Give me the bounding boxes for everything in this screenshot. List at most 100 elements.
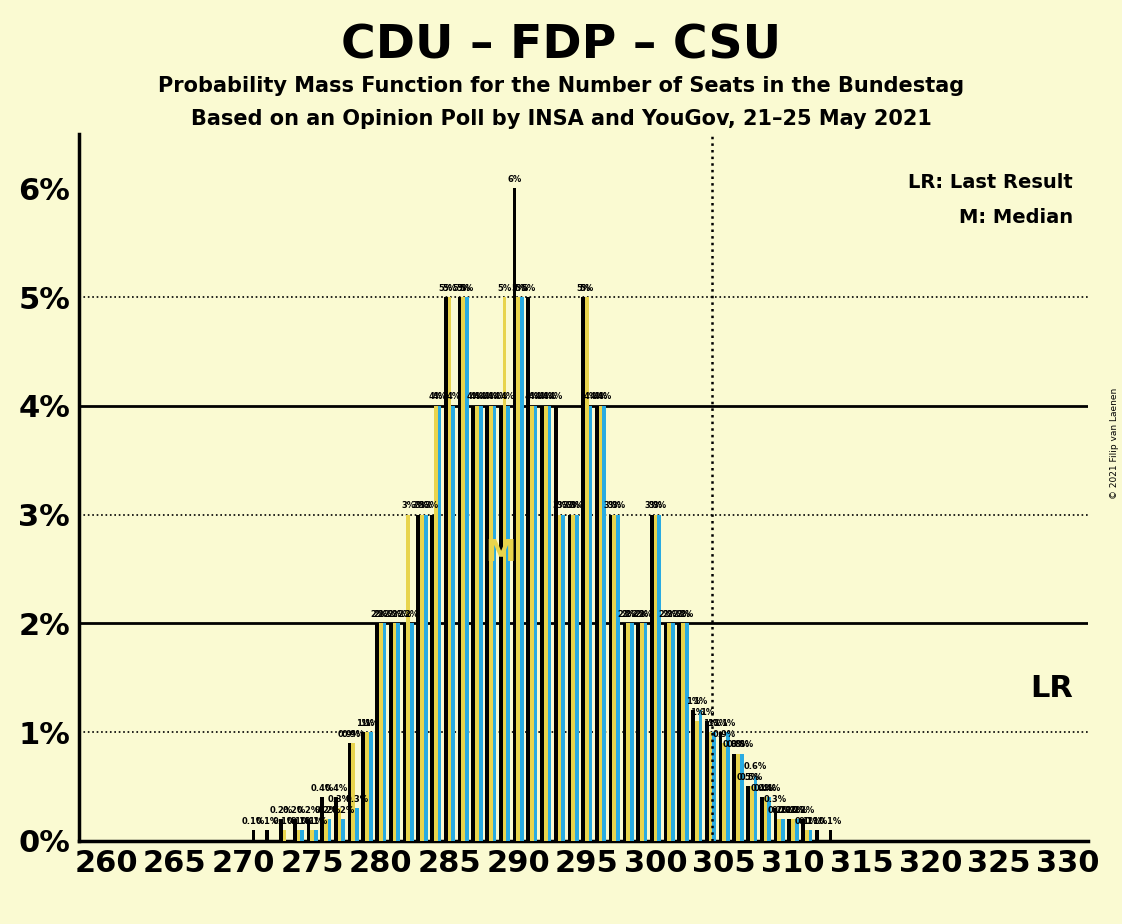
Text: 4%: 4% — [470, 393, 484, 402]
Bar — [396, 624, 401, 841]
Text: 0.2%: 0.2% — [778, 806, 801, 815]
Bar — [794, 819, 799, 841]
Bar — [306, 819, 311, 841]
Bar — [383, 624, 386, 841]
Text: 0.8%: 0.8% — [726, 740, 749, 749]
Bar — [712, 732, 716, 841]
Bar — [568, 515, 571, 841]
Text: 3%: 3% — [415, 501, 429, 510]
Text: 2%: 2% — [672, 610, 687, 619]
Text: 5%: 5% — [576, 284, 590, 293]
Text: 3%: 3% — [611, 501, 625, 510]
Text: 1%: 1% — [360, 719, 374, 728]
Text: 2%: 2% — [662, 610, 677, 619]
Bar — [654, 515, 657, 841]
Bar — [438, 406, 441, 841]
Text: 4%: 4% — [597, 393, 611, 402]
Text: 0.2%: 0.2% — [791, 806, 815, 815]
Bar — [640, 624, 644, 841]
Text: 0.2%: 0.2% — [781, 806, 804, 815]
Bar — [754, 775, 757, 841]
Bar — [767, 797, 771, 841]
Bar — [361, 732, 365, 841]
Bar — [829, 830, 833, 841]
Bar — [424, 515, 427, 841]
Text: 0.1%: 0.1% — [256, 817, 278, 826]
Bar — [544, 406, 548, 841]
Bar — [629, 624, 634, 841]
Text: 0.4%: 0.4% — [757, 784, 781, 793]
Text: 5%: 5% — [452, 284, 467, 293]
Bar — [519, 298, 524, 841]
Text: 0.8%: 0.8% — [723, 740, 746, 749]
Text: 0.1%: 0.1% — [819, 817, 843, 826]
Bar — [574, 515, 579, 841]
Bar — [581, 298, 585, 841]
Bar — [451, 406, 456, 841]
Bar — [503, 298, 506, 841]
Text: 0.9%: 0.9% — [712, 730, 736, 738]
Text: 2%: 2% — [387, 610, 402, 619]
Text: Based on an Opinion Poll by INSA and YouGov, 21–25 May 2021: Based on an Opinion Poll by INSA and You… — [191, 109, 931, 129]
Bar — [506, 406, 511, 841]
Bar — [341, 819, 346, 841]
Text: 4%: 4% — [494, 393, 508, 402]
Text: 4%: 4% — [447, 393, 460, 402]
Text: CDU – FDP – CSU: CDU – FDP – CSU — [341, 23, 781, 68]
Text: 4%: 4% — [590, 393, 604, 402]
Text: 5%: 5% — [521, 284, 535, 293]
Text: 2%: 2% — [617, 610, 632, 619]
Bar — [406, 515, 411, 841]
Text: 0.1%: 0.1% — [799, 817, 822, 826]
Text: 3%: 3% — [562, 501, 577, 510]
Bar — [644, 624, 647, 841]
Bar — [726, 732, 729, 841]
Bar — [328, 819, 331, 841]
Text: 3%: 3% — [604, 501, 618, 510]
Text: 0.2%: 0.2% — [318, 806, 341, 815]
Text: 1%: 1% — [714, 719, 728, 728]
Bar — [356, 808, 359, 841]
Bar — [403, 624, 406, 841]
Bar — [393, 624, 396, 841]
Bar — [375, 624, 379, 841]
Bar — [616, 515, 620, 841]
Text: 2%: 2% — [392, 610, 405, 619]
Text: 2%: 2% — [631, 610, 645, 619]
Bar — [516, 298, 519, 841]
Text: 4%: 4% — [525, 393, 539, 402]
Bar — [534, 406, 537, 841]
Bar — [283, 830, 286, 841]
Bar — [571, 515, 574, 841]
Bar — [489, 406, 493, 841]
Bar — [664, 624, 668, 841]
Bar — [379, 624, 383, 841]
Text: 3%: 3% — [425, 501, 439, 510]
Bar — [778, 819, 781, 841]
Bar — [365, 732, 369, 841]
Text: 0.2%: 0.2% — [332, 806, 355, 815]
Bar — [369, 732, 373, 841]
Text: 2%: 2% — [638, 610, 653, 619]
Text: © 2021 Filip van Laenen: © 2021 Filip van Laenen — [1110, 388, 1119, 499]
Text: 0.2%: 0.2% — [269, 806, 293, 815]
Text: 5%: 5% — [439, 284, 453, 293]
Text: 3%: 3% — [570, 501, 583, 510]
Text: 3%: 3% — [552, 501, 567, 510]
Bar — [334, 797, 338, 841]
Text: 0.6%: 0.6% — [744, 762, 767, 772]
Bar — [746, 786, 749, 841]
Text: 4%: 4% — [539, 393, 553, 402]
Text: M: M — [485, 538, 515, 567]
Bar — [251, 830, 256, 841]
Bar — [650, 515, 654, 841]
Text: 0.9%: 0.9% — [342, 730, 365, 738]
Text: 5%: 5% — [580, 284, 594, 293]
Bar — [791, 819, 794, 841]
Bar — [420, 515, 424, 841]
Text: 0.9%: 0.9% — [338, 730, 361, 738]
Text: 3%: 3% — [412, 501, 425, 510]
Text: 0.3%: 0.3% — [328, 795, 351, 804]
Text: 1%: 1% — [364, 719, 378, 728]
Text: 5%: 5% — [497, 284, 512, 293]
